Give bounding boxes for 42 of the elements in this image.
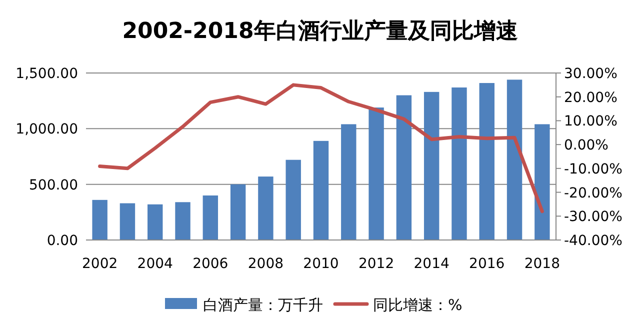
bar (258, 176, 274, 240)
y2-tick-label: -30.00% (564, 209, 622, 226)
x-tick-label: 2008 (248, 256, 284, 272)
y2-tick-label: 30.00% (564, 66, 618, 82)
bar (452, 87, 467, 240)
y2-tick-label: -40.00% (564, 233, 622, 249)
legend-label: 同比增速：% (373, 296, 462, 314)
bar (534, 124, 550, 240)
y-tick-label: 500.00 (29, 177, 78, 194)
bar (120, 203, 136, 240)
x-tick-label: 2010 (303, 256, 339, 272)
legend-label: 白酒产量：万千升 (203, 296, 323, 314)
y-tick-label: 0.00 (46, 233, 78, 249)
x-tick-label: 2006 (192, 256, 228, 272)
bar (368, 108, 384, 240)
bar (286, 160, 301, 240)
y2-tick-label: 10.00% (564, 114, 618, 130)
bar (92, 200, 108, 240)
bar (396, 95, 412, 240)
bar (148, 204, 163, 240)
bar (506, 80, 522, 240)
y2-tick-label: -10.00% (564, 161, 622, 178)
x-tick-label: 2002 (82, 256, 118, 272)
y2-tick-label: -20.00% (564, 185, 622, 202)
bar (230, 184, 246, 240)
bar (424, 92, 440, 240)
x-tick-label: 2018 (524, 256, 560, 272)
bar (175, 202, 190, 240)
chart-title: 2002-2018年白酒行业产量及同比增速 (122, 18, 518, 44)
bar (313, 140, 329, 240)
y-tick-label: 1,500.00 (16, 66, 78, 82)
bar (341, 124, 356, 240)
line-series (98, 83, 544, 214)
y2-tick-label: 0.00% (564, 138, 608, 154)
bar (479, 83, 494, 240)
x-tick-label: 2004 (137, 256, 174, 272)
y2-tick-label: 20.00% (564, 90, 618, 106)
x-tick-label: 2012 (358, 256, 394, 272)
x-tick-label: 2014 (414, 256, 450, 272)
x-tick-label: 2016 (469, 256, 505, 272)
bar (202, 195, 218, 240)
y-tick-label: 1,000.00 (16, 122, 78, 138)
